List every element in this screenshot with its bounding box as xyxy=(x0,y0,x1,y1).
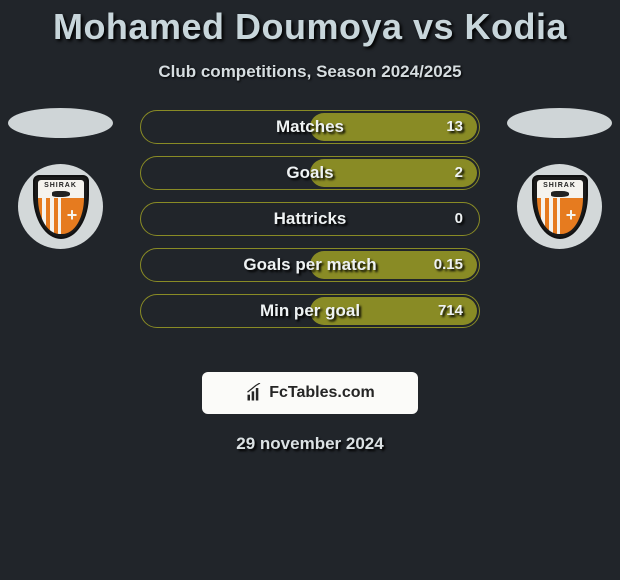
subtitle: Club competitions, Season 2024/2025 xyxy=(0,62,620,82)
player-left-oval xyxy=(8,108,113,138)
stat-right-value: 13 xyxy=(446,111,463,143)
stat-label: Matches xyxy=(141,111,479,143)
stat-label: Min per goal xyxy=(141,295,479,327)
brand-text: FcTables.com xyxy=(269,384,375,402)
stat-right-value: 2 xyxy=(455,157,463,189)
page-title: Mohamed Doumoya vs Kodia xyxy=(0,0,620,48)
player-right-oval xyxy=(507,108,612,138)
stat-bar: Min per goal714 xyxy=(140,294,480,328)
stat-right-value: 0 xyxy=(455,203,463,235)
stat-bar: Hattricks0 xyxy=(140,202,480,236)
shirak-shield-icon: SHIRAK + xyxy=(33,175,89,239)
badge-text: SHIRAK xyxy=(543,182,576,189)
stat-bar: Goals per match0.15 xyxy=(140,248,480,282)
stat-label: Goals xyxy=(141,157,479,189)
stat-label: Hattricks xyxy=(141,203,479,235)
stat-right-value: 0.15 xyxy=(434,249,463,281)
club-badge-left: SHIRAK + xyxy=(18,164,103,249)
stat-right-value: 714 xyxy=(438,295,463,327)
badge-text: SHIRAK xyxy=(44,182,77,189)
branding-box: FcTables.com xyxy=(202,372,418,414)
chart-bar-icon xyxy=(245,383,265,403)
shirak-shield-icon: SHIRAK + xyxy=(532,175,588,239)
stat-bars: Matches13 Goals2 Hattricks0 Goals per match… xyxy=(140,110,480,340)
comparison-panel: SHIRAK + SHIRAK + Matches13 Goals2 Hattric… xyxy=(0,108,620,368)
stat-bar: Matches13 xyxy=(140,110,480,144)
stat-label: Goals per match xyxy=(141,249,479,281)
date-label: 29 november 2024 xyxy=(0,434,620,454)
club-badge-right: SHIRAK + xyxy=(517,164,602,249)
stat-bar: Goals2 xyxy=(140,156,480,190)
